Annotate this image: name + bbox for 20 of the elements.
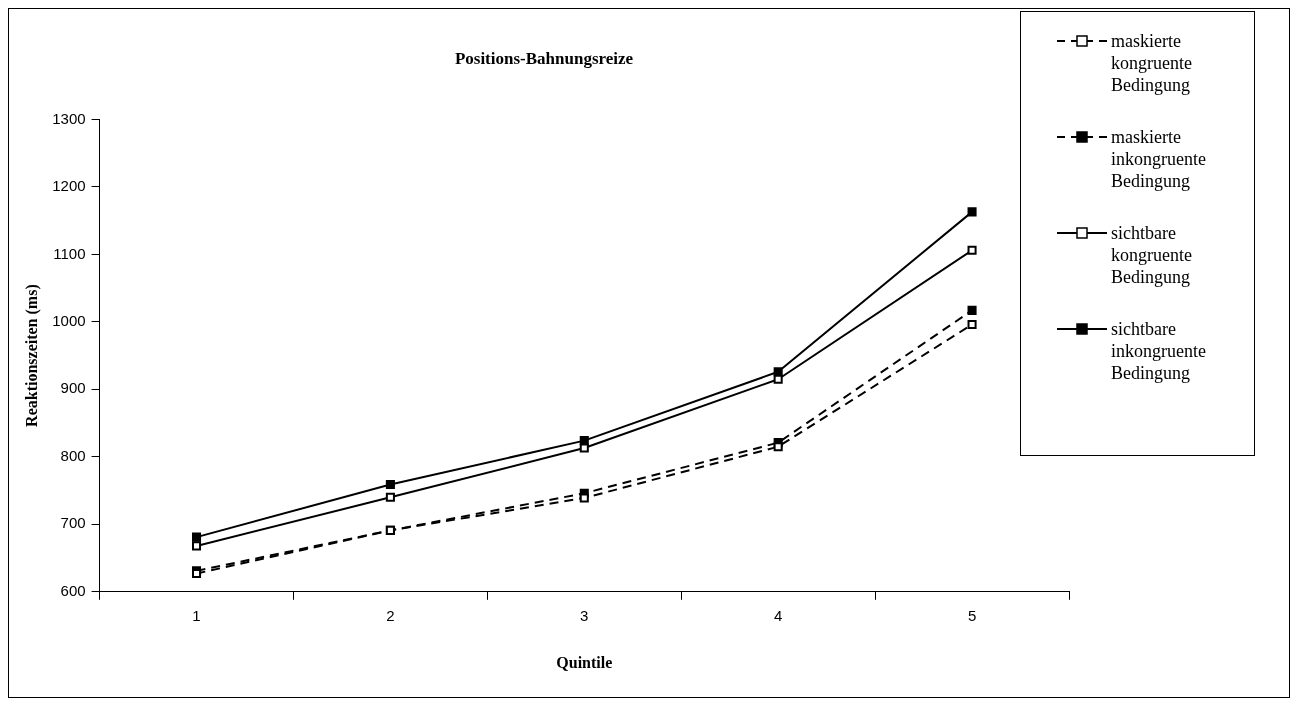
x-tick-label: 3	[580, 606, 589, 624]
legend-label: sichtbare kongruente Bedingung	[1111, 222, 1193, 288]
legend-label: sichtbare inkongruente Bedingung	[1111, 318, 1207, 384]
legend-label: maskierte inkongruente Bedingung	[1111, 126, 1207, 192]
x-tick-label: 1	[192, 606, 201, 624]
y-tick-label: 1300	[52, 109, 86, 127]
x-tick-label: 4	[774, 606, 783, 624]
y-tick-label: 700	[60, 514, 86, 532]
x-tick-label: 5	[967, 606, 977, 624]
y-tick-label: 1100	[53, 244, 86, 262]
y-tick-label: 1000	[52, 312, 86, 329]
y-tick-label: 800	[60, 446, 86, 464]
y-tick-label: 900	[60, 379, 86, 397]
y-tick-label: 1200	[52, 177, 86, 195]
x-axis-title: Quintile	[556, 653, 613, 671]
legend-label: maskierte kongruente Bedingung	[1111, 30, 1193, 96]
y-axis-title: Reaktionszeiten (ms)	[22, 284, 41, 427]
chart-title: Positions-Bahnungsreize	[454, 48, 634, 68]
y-tick-label: 600	[60, 581, 86, 599]
x-tick-label: 2	[386, 606, 395, 624]
